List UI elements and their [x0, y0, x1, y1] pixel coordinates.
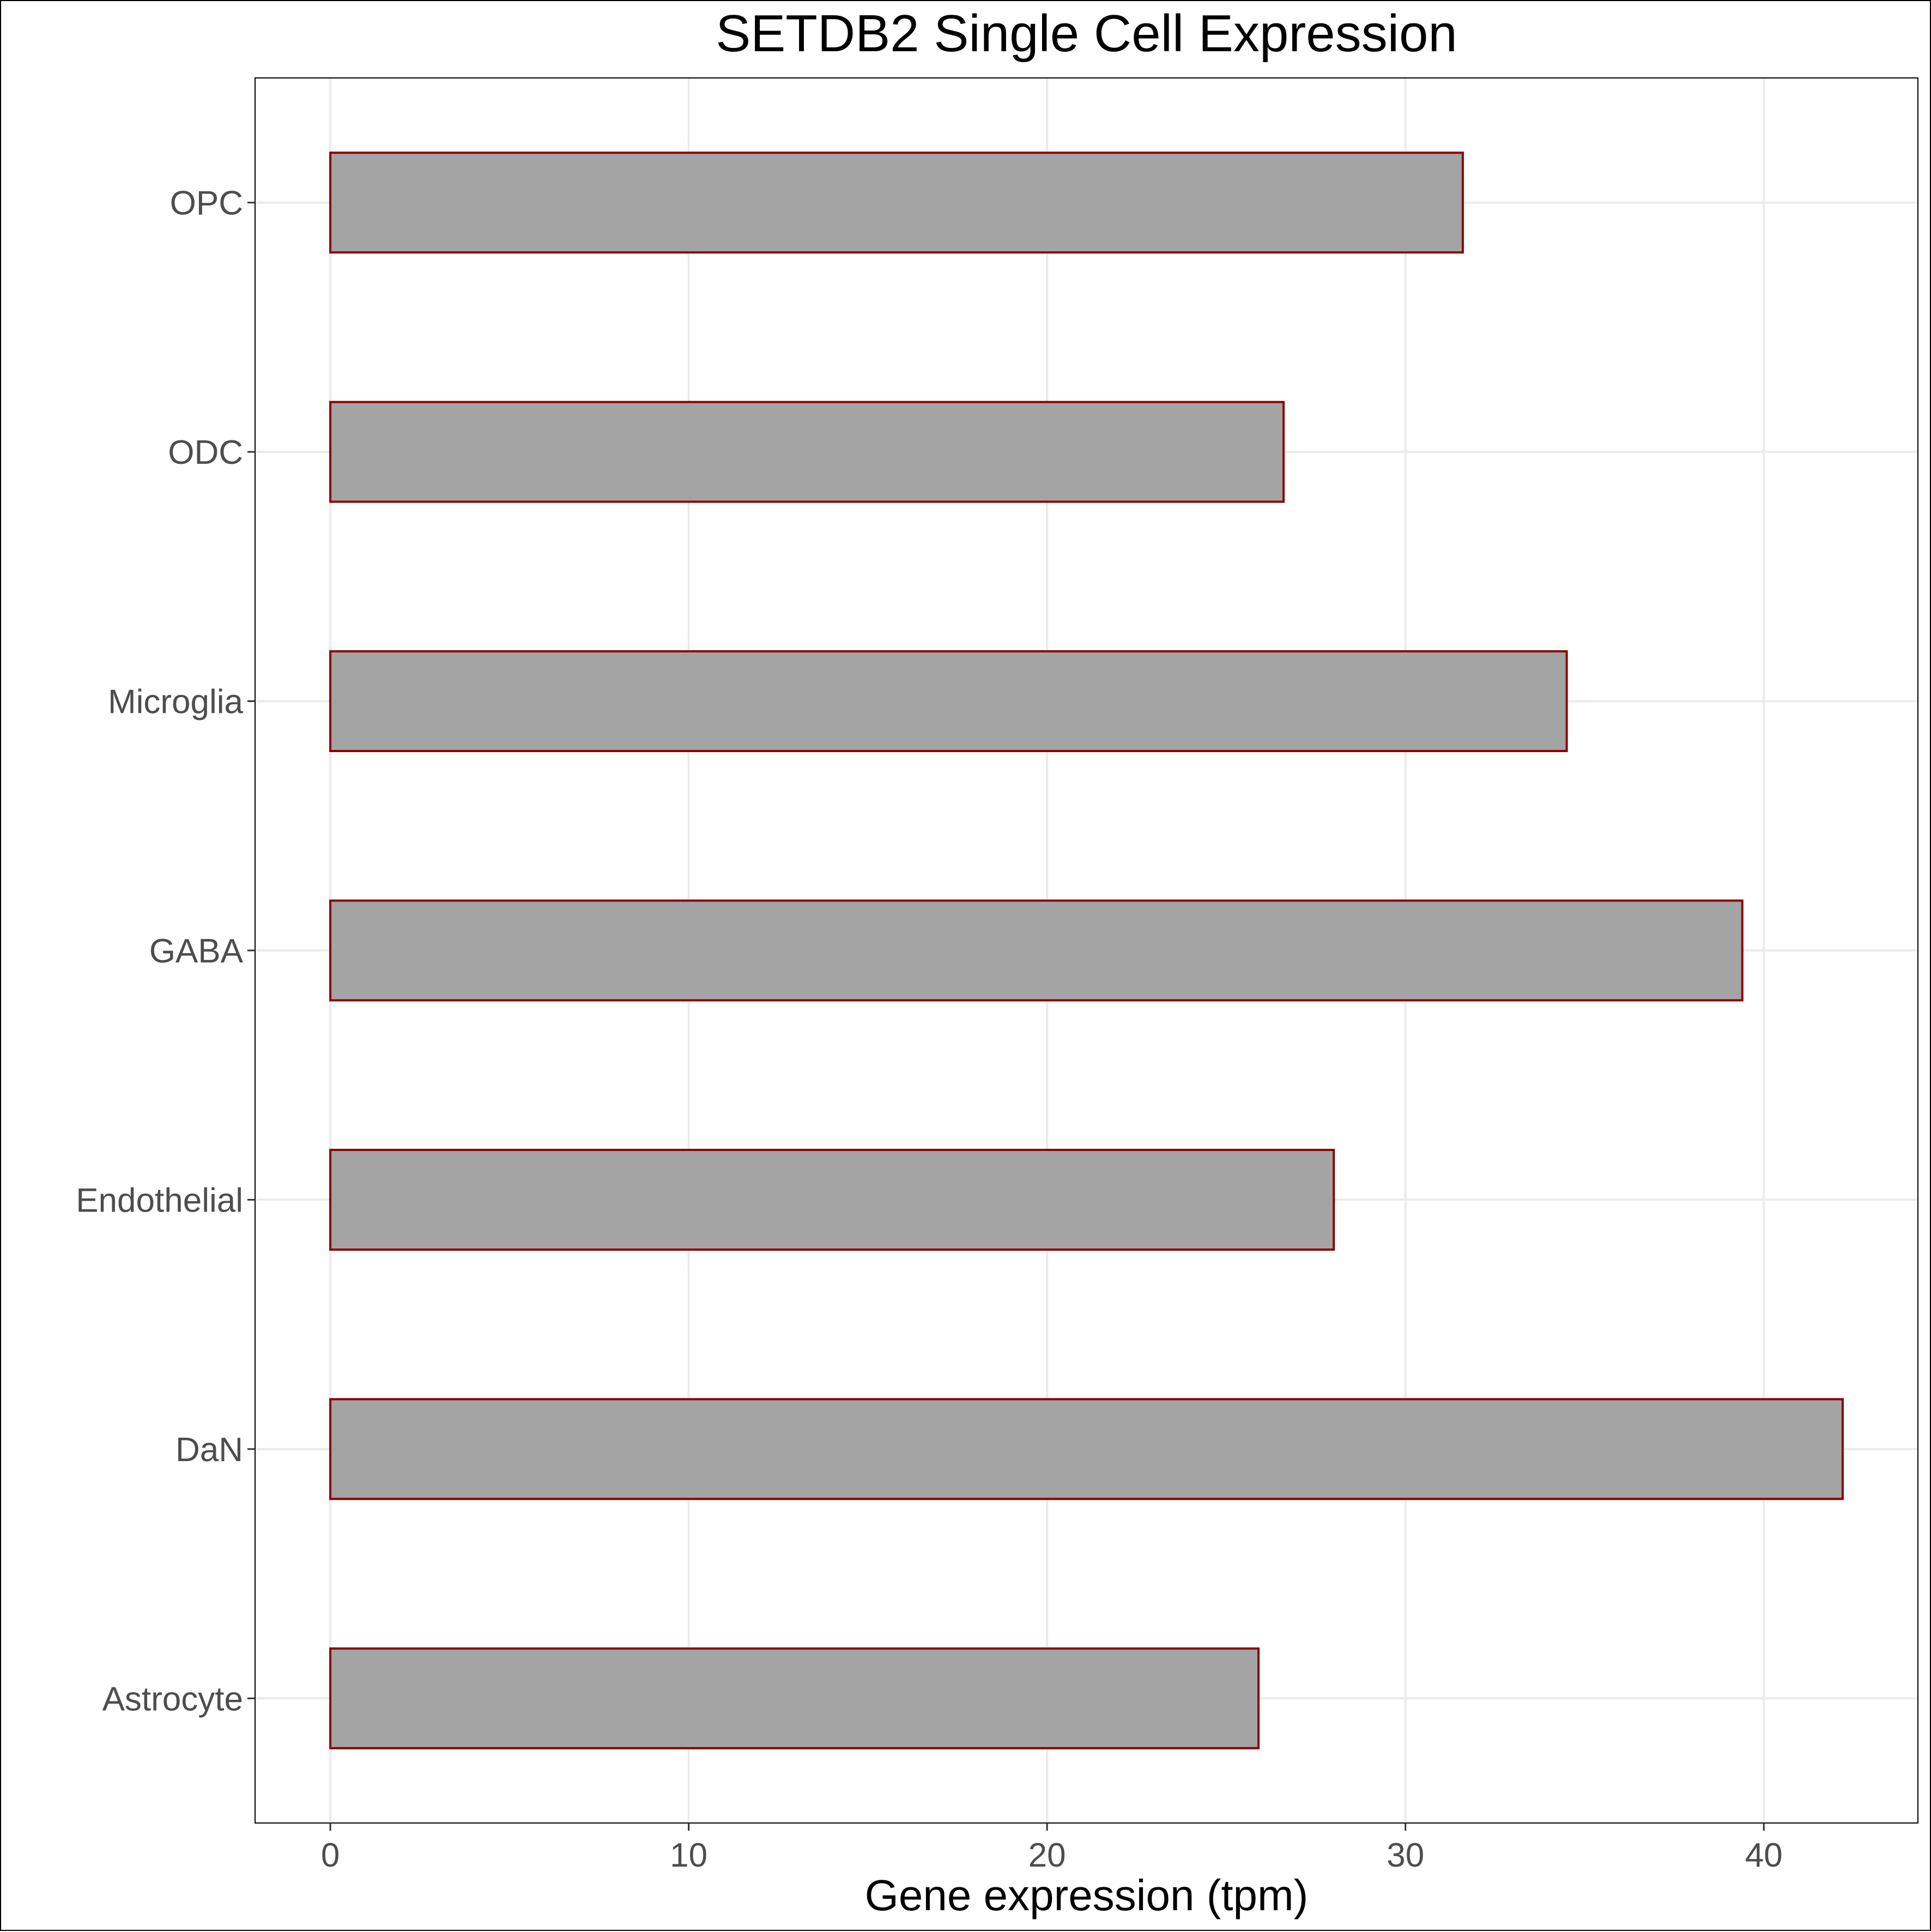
bar-gaba [329, 899, 1744, 1002]
x-axis-title: Gene expression (tpm) [865, 1871, 1309, 1919]
x-tick-label-40: 40 [1745, 1837, 1783, 1874]
bar-astrocyte [329, 1647, 1260, 1749]
x-tick-label-20: 20 [1028, 1837, 1066, 1874]
bar-opc [329, 152, 1464, 254]
bar-odc [329, 401, 1285, 503]
x-tick-label-10: 10 [670, 1837, 707, 1874]
y-tick-label-dan: DaN [175, 1431, 243, 1469]
y-tick-label-opc: OPC [170, 185, 243, 222]
bar-microglia [329, 650, 1568, 753]
bar-dan [329, 1398, 1844, 1500]
y-tick-label-astrocyte: Astrocyte [102, 1680, 243, 1718]
y-tick-label-odc: ODC [168, 434, 243, 471]
x-tick-label-0: 0 [321, 1837, 340, 1874]
x-tick-label-30: 30 [1387, 1837, 1424, 1874]
bar-layer [329, 152, 1844, 1749]
bar-endothelial [329, 1148, 1335, 1251]
y-tick-label-endothelial: Endothelial [76, 1182, 243, 1219]
y-tick-label-gaba: GABA [149, 932, 244, 970]
tick-layer: 0 10 20 30 40 Astrocyte DaN Endothelial GABA Micr… [76, 185, 1783, 1874]
y-tick-label-microglia: Microglia [108, 683, 244, 721]
chart-title: SETDB2 Single Cell Expression [716, 4, 1457, 63]
